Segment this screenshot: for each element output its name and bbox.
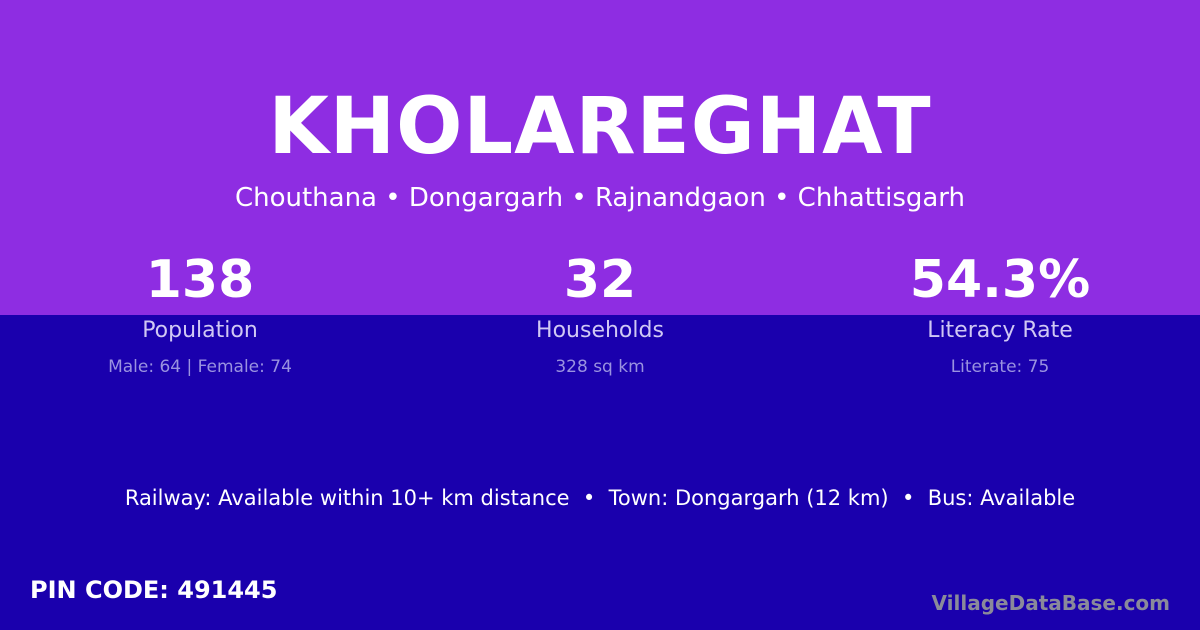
header-band (0, 0, 1200, 315)
stat-households: 32 Households 328 sq km (400, 250, 800, 377)
stat-detail: Male: 64 | Female: 74 (108, 357, 292, 377)
stat-population: 138 Population Male: 64 | Female: 74 (0, 250, 400, 377)
stat-literacy: 54.3% Literacy Rate Literate: 75 (800, 250, 1200, 377)
brand-logo: VillageDataBase.com (931, 591, 1170, 615)
stat-label: Households (536, 318, 664, 343)
village-title: KHOLAREGHAT (268, 82, 932, 172)
stat-value: 32 (563, 250, 637, 310)
pin-code: PIN CODE: 491445 (30, 576, 278, 604)
stat-value: 54.3% (909, 250, 1091, 310)
stat-value: 138 (145, 250, 255, 310)
stat-label: Literacy Rate (927, 318, 1073, 343)
stat-detail: 328 sq km (555, 357, 645, 377)
stat-detail: Literate: 75 (950, 357, 1050, 377)
location-breadcrumb: Chouthana • Dongargarh • Rajnandgaon • C… (234, 183, 966, 213)
connectivity-info: Railway: Available within 10+ km distanc… (124, 486, 1076, 510)
stat-label: Population (142, 318, 258, 343)
